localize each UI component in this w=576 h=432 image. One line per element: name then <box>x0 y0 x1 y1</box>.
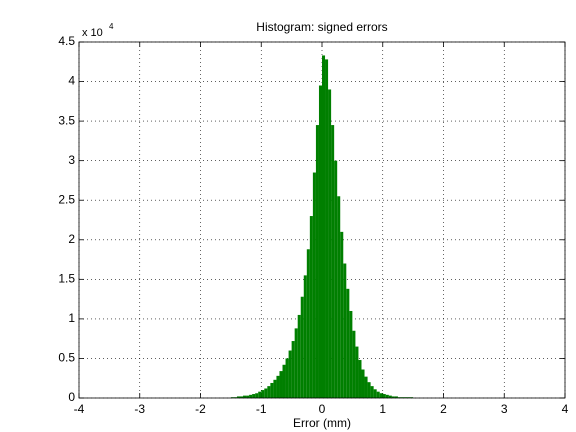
x-tick-label: 3 <box>501 402 508 416</box>
bar <box>391 396 395 398</box>
bar <box>303 275 307 398</box>
bar <box>376 391 380 398</box>
bar <box>340 231 344 398</box>
bar <box>394 396 398 398</box>
bar <box>343 263 347 398</box>
x-tick-label: -1 <box>256 402 267 416</box>
bar <box>273 379 277 398</box>
bar <box>285 358 289 398</box>
chart-title: Histogram: signed errors <box>256 20 387 34</box>
bar <box>349 310 353 398</box>
y-tick-label: 4 <box>68 74 75 88</box>
y-tick-label: 1.5 <box>58 272 75 286</box>
y-multiplier-exponent: 4 <box>109 22 114 31</box>
bar <box>382 394 386 398</box>
bar <box>315 125 319 399</box>
bar <box>255 393 259 398</box>
bar <box>355 346 359 398</box>
bar <box>243 395 247 398</box>
bar <box>331 125 335 399</box>
bar <box>282 364 286 398</box>
bar <box>294 328 298 398</box>
x-tick-label: -3 <box>134 402 145 416</box>
y-tick-label: 0 <box>68 390 75 404</box>
bar <box>346 288 350 398</box>
bar <box>309 216 313 398</box>
bar <box>373 389 377 398</box>
bar <box>388 395 392 398</box>
x-tick-label: 0 <box>319 402 326 416</box>
bar <box>279 371 283 398</box>
bar <box>267 386 271 398</box>
bar <box>252 394 256 398</box>
bar <box>367 382 371 398</box>
bar <box>334 160 338 398</box>
bar <box>325 59 329 398</box>
bar <box>318 85 322 398</box>
bar <box>288 350 292 398</box>
bar <box>258 391 262 398</box>
x-tick-label: -2 <box>195 402 206 416</box>
bar <box>337 196 341 398</box>
x-axis-label: Error (mm) <box>293 416 351 430</box>
bar <box>385 394 389 398</box>
bar <box>358 360 362 398</box>
bar <box>270 382 274 398</box>
bar <box>352 330 356 398</box>
bar <box>249 394 253 398</box>
axes-box <box>78 41 566 399</box>
bar <box>306 249 310 398</box>
y-tick-label: 4.5 <box>58 34 75 48</box>
x-tick-label: -4 <box>74 402 85 416</box>
bar <box>322 55 326 399</box>
bar <box>246 395 250 398</box>
bar <box>364 376 368 398</box>
bar <box>328 89 332 398</box>
bar <box>261 390 265 398</box>
bar <box>300 296 304 398</box>
y-tick-label: 0.5 <box>58 351 75 365</box>
bar <box>264 388 268 398</box>
y-tick-label: 2 <box>68 232 75 246</box>
y-tick-label: 1 <box>68 311 75 325</box>
y-tick-label: 3.5 <box>58 113 75 127</box>
y-tick-label: 3 <box>68 153 75 167</box>
x-tick-label: 4 <box>562 402 569 416</box>
x-tick-label: 1 <box>379 402 386 416</box>
bar <box>379 393 383 398</box>
bar <box>276 375 280 398</box>
bar <box>297 314 301 398</box>
bar <box>236 396 240 398</box>
bar <box>239 396 244 398</box>
y-multiplier: x 10 <box>82 27 103 39</box>
bar <box>312 172 316 398</box>
bar <box>361 369 365 398</box>
bar <box>291 341 295 398</box>
x-tick-label: 2 <box>440 402 447 416</box>
bar <box>370 386 374 398</box>
y-tick-label: 2.5 <box>58 192 75 206</box>
